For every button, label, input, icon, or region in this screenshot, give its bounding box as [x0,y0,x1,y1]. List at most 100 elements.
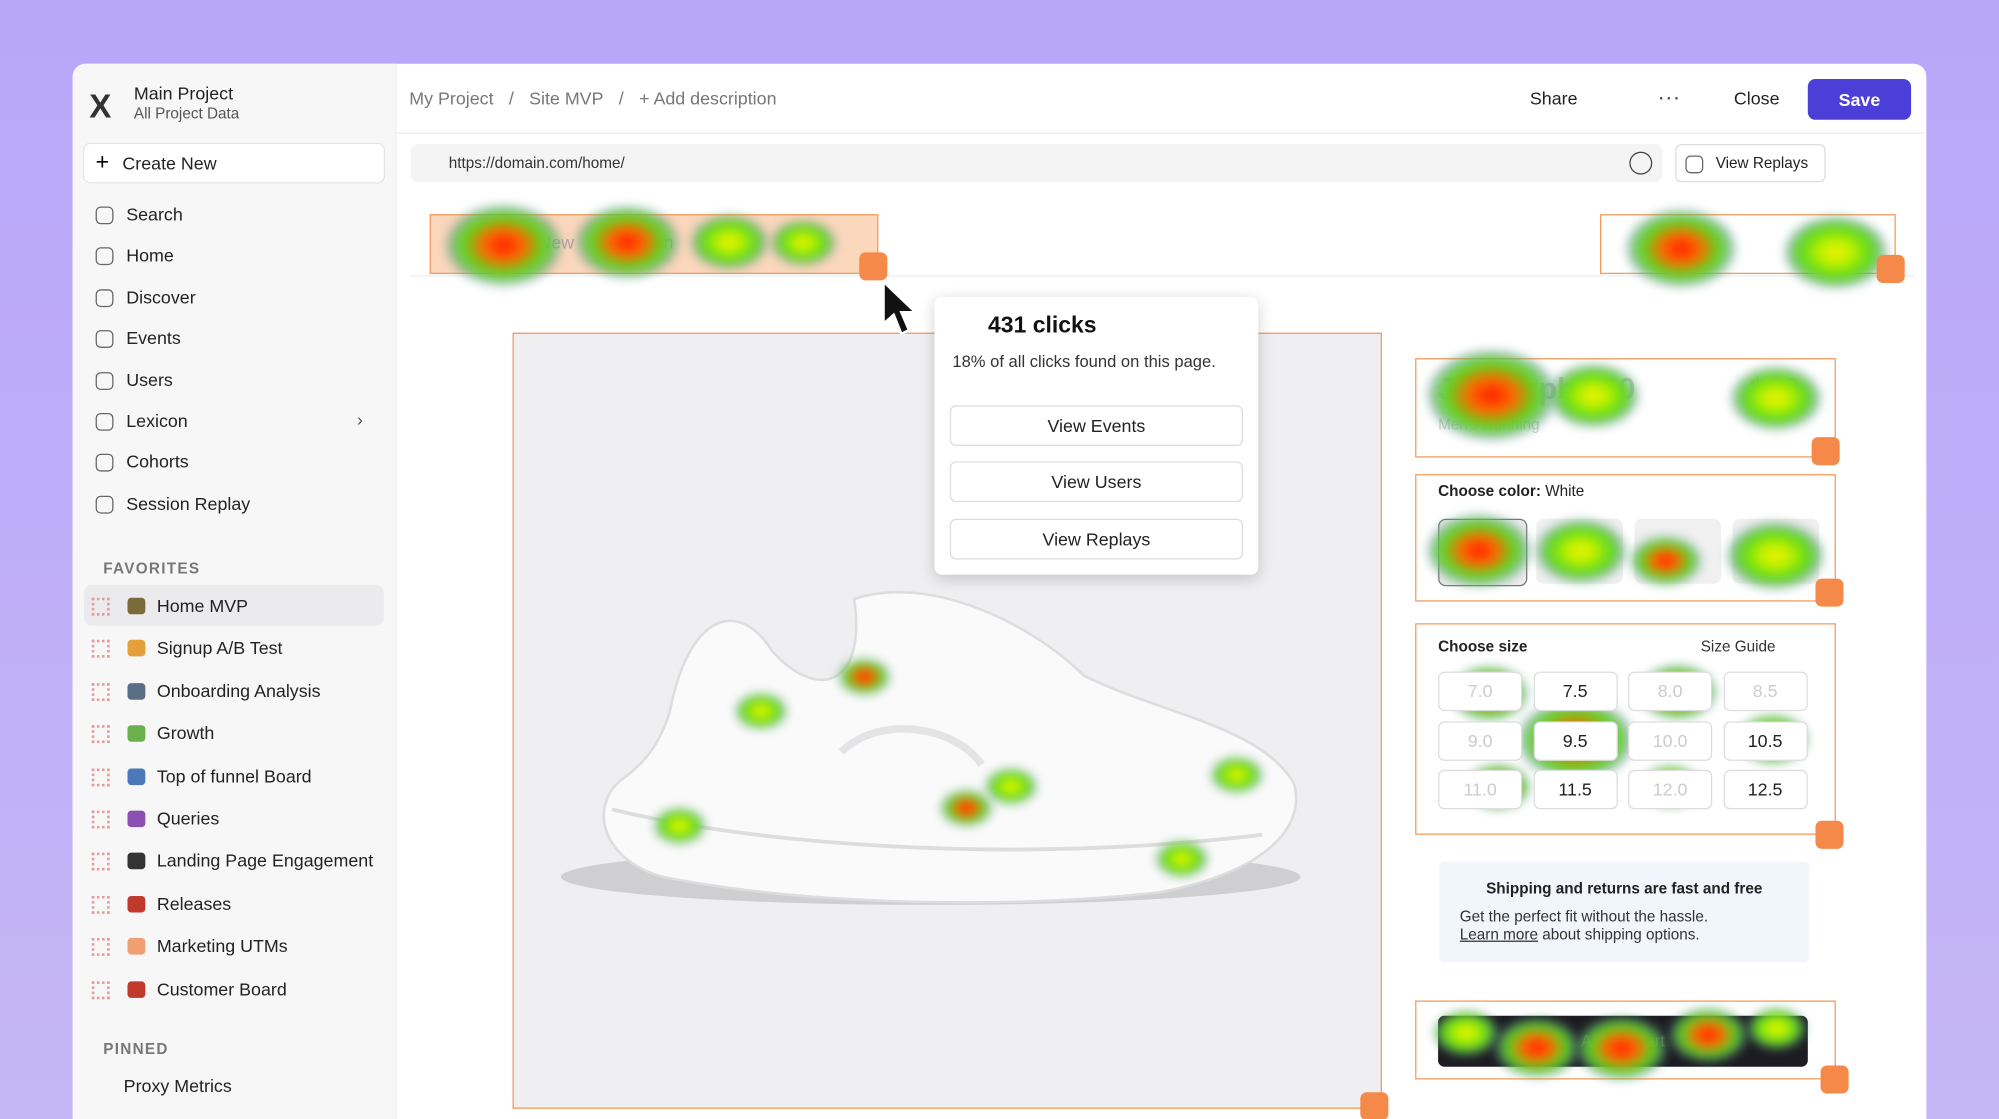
nav-icon [95,412,114,431]
more[interactable]: ··· [1657,84,1681,110]
click-badge[interactable] [859,252,888,281]
favorite-item[interactable]: Landing Page Engagement [156,850,374,871]
clear-icon[interactable] [1629,151,1653,175]
price: $99 [1749,372,1801,407]
mouse-cursor [882,278,919,336]
swatch[interactable] [1438,518,1528,587]
site-nav-item: New [538,231,575,253]
nav-item[interactable]: Events [126,327,181,349]
product-category: Men's Running [1438,415,1540,434]
emoji-icon [127,980,146,998]
replay-icon [1685,155,1704,174]
heat-region[interactable] [1415,623,1836,835]
favorite-item[interactable]: Customer Board [156,978,287,999]
board-icon [91,725,110,744]
tooltip-button[interactable]: View Users [949,461,1244,503]
view-replays[interactable]: View Replays [1675,144,1826,183]
size-option[interactable]: 8.0 [1628,671,1713,712]
click-badge[interactable] [1876,254,1905,283]
tooltip-button[interactable]: View Events [949,405,1244,447]
favorite-item[interactable]: Queries [156,808,220,829]
board-icon [91,597,110,616]
nav-item[interactable]: Discover [126,286,196,307]
value: White [1545,481,1585,500]
emoji-icon [127,640,146,657]
emoji-icon [127,938,146,955]
size-option[interactable]: 8.5 [1723,671,1808,712]
crumb: + Add description [639,87,777,109]
shipping-title: Shipping and returns are fast and free [1486,879,1763,898]
board-icon [91,640,110,659]
size-option[interactable]: 7.0 [1438,671,1523,712]
size-guide[interactable]: Size Guide [1700,637,1776,656]
favorite-item[interactable]: Signup A/B Test [156,637,283,659]
shoe [560,590,1301,905]
favorite-item[interactable]: Onboarding Analysis [156,680,321,701]
click-badge[interactable] [1811,437,1840,466]
project-subtitle: All Project Data [133,104,240,123]
heat-region[interactable] [1599,214,1896,275]
section-title: PINNED [103,1039,169,1058]
size-option[interactable]: 11.0 [1438,769,1523,810]
nav-icon [95,371,114,390]
size-option[interactable]: 12.5 [1723,769,1808,810]
click-badge[interactable] [1360,1092,1389,1119]
crumb: Site MVP [529,87,604,109]
click-badge[interactable] [1815,820,1844,849]
size-option[interactable]: 10.0 [1628,720,1713,761]
click-badge[interactable] [1820,1065,1849,1094]
board-icon [91,938,110,957]
crumb: / [618,87,624,109]
pinned-item[interactable]: Proxy Metrics [123,1075,232,1097]
swatch[interactable] [1536,518,1623,584]
nav-item[interactable]: Users [126,369,173,390]
divider [395,132,1927,134]
size-option[interactable]: 10.5 [1723,720,1808,761]
add-to-cart[interactable]: Add to Cart [1438,1015,1808,1067]
nav-item[interactable]: Lexicon [126,410,188,431]
color-label: Choose color: White [1438,482,1584,500]
size-option[interactable]: 9.5 [1533,720,1618,761]
tooltip-button[interactable]: View Replays [949,518,1244,560]
save-button[interactable]: Save [1807,79,1912,120]
size-option[interactable]: 12.0 [1628,769,1713,810]
tooltip-text: 18% of all clicks found on this page. [952,351,1216,371]
site-nav-item: Kids [711,231,747,253]
size-option[interactable]: 11.5 [1533,769,1618,810]
favorite-item[interactable]: Marketing UTMs [156,935,288,957]
create-button[interactable]: + Create New [82,142,386,184]
favorite-item[interactable]: Home MVP [156,595,249,616]
close[interactable]: Close [1733,87,1780,109]
swatch[interactable] [1732,518,1820,584]
board-icon [91,768,110,786]
nav-icon [95,454,114,473]
heat-region[interactable] [1415,474,1836,602]
link[interactable]: Learn more [1459,925,1539,944]
emoji-icon [127,768,146,785]
project-name[interactable]: Main Project [133,82,234,104]
favorite-item[interactable]: Growth [156,722,215,744]
breadcrumb: My Project / Site MVP / + Add description [409,88,776,108]
favorite-item[interactable]: Top of funnel Board [156,765,312,786]
site-nav-item: Women [612,231,674,253]
share[interactable]: Share [1529,87,1578,109]
size-label: Choose size [1438,637,1528,656]
nav-item[interactable]: Session Replay [126,492,251,514]
nav-item[interactable]: Search [126,203,183,225]
site-nav: Men New Women Kids [465,232,746,252]
text: about shipping options. [1542,925,1700,944]
favorite-item[interactable]: Releases [156,893,232,914]
click-badge[interactable] [1815,578,1844,607]
emoji-icon [127,853,146,870]
heat-region[interactable] [1415,358,1836,458]
size-option[interactable]: 7.5 [1533,671,1618,712]
url-bar[interactable]: https://domain.com/home/ [410,144,1663,183]
board-icon [91,682,110,701]
crumb: / [508,87,514,109]
nav-item[interactable]: Cohorts [126,451,189,473]
shipping-text: Get the perfect fit without the hassle. [1459,907,1709,926]
swatch[interactable] [1634,518,1722,584]
size-option[interactable]: 9.0 [1438,720,1523,761]
board-icon [91,980,110,999]
nav-item[interactable]: Home [126,245,174,266]
